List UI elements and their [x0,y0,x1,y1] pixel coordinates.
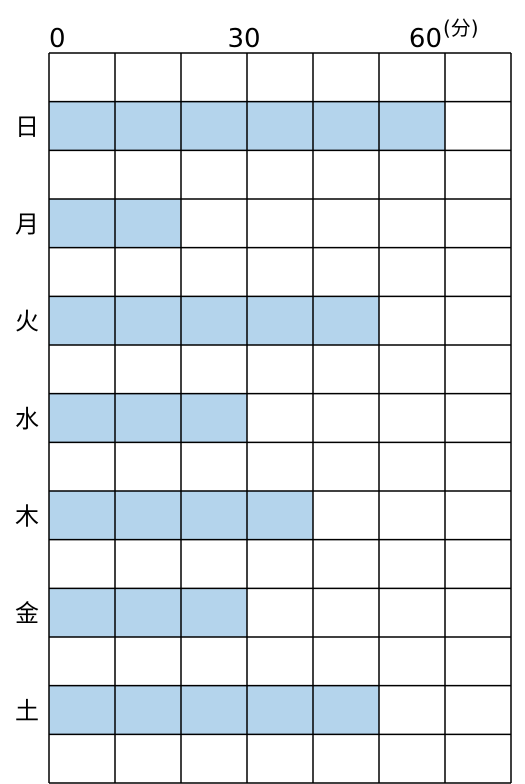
bar-2 [49,296,379,345]
category-label: 土 [15,697,39,725]
bar-5 [49,588,247,637]
x-ticks: 0 30 60 [49,24,442,54]
category-label: 水 [15,405,39,433]
category-label: 金 [15,600,39,628]
category-label: 火 [15,308,39,336]
category-label: 月 [15,210,39,238]
bar-6 [49,685,379,735]
x-tick-label: 30 [227,24,260,54]
x-unit-label: (分) [443,16,479,40]
grid-layer [48,52,512,784]
bar-3 [49,393,247,443]
category-label: 日 [15,113,39,141]
x-tick-label: 60 [409,24,442,54]
category-label: 木 [15,502,39,530]
x-tick-label: 0 [49,24,66,54]
